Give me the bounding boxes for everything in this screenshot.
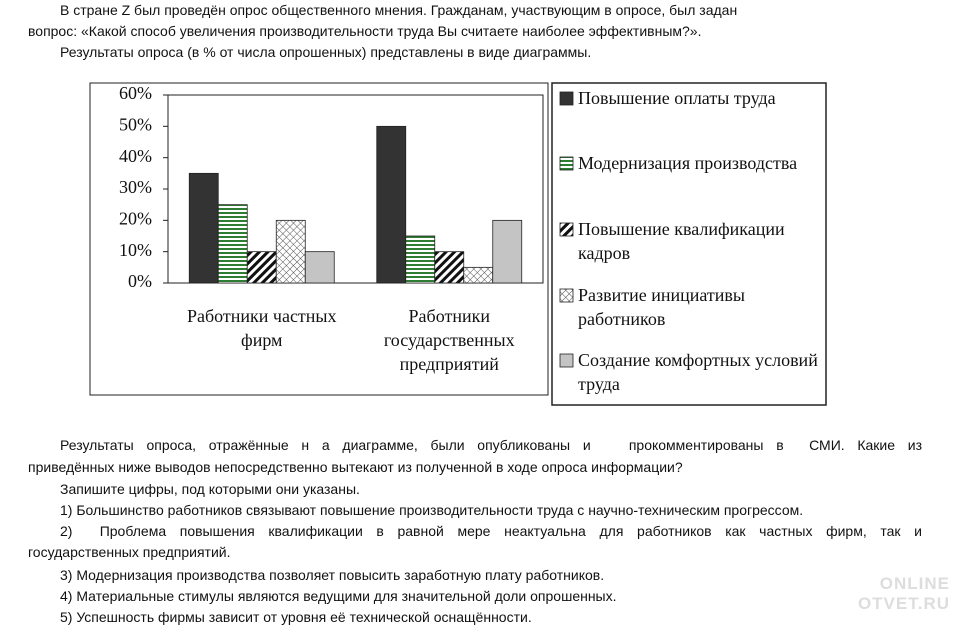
- text-line: 1) Большинство работников связывают повы…: [60, 502, 804, 518]
- bar: [217, 204, 248, 284]
- text-line: Результаты опроса (в % от числа опрошенн…: [60, 44, 592, 60]
- bar: [275, 219, 306, 284]
- y-tick-label: 40%: [119, 146, 152, 166]
- bar: [434, 251, 465, 284]
- legend-label: Развитие инициативы работников: [578, 285, 746, 329]
- legend-swatch: [559, 288, 574, 303]
- bar: [492, 219, 523, 284]
- text-line: 4) Материальные стимулы являются ведущим…: [60, 588, 617, 604]
- bar: [376, 125, 407, 284]
- text-line: В стране Z был проведён опрос общественн…: [60, 2, 738, 18]
- bar: [405, 235, 436, 284]
- text-line: Запишите цифры, под которыми они указаны…: [60, 481, 360, 497]
- bar: [304, 251, 335, 284]
- legend-box: [551, 82, 827, 406]
- legend-label: Модернизация производства: [578, 153, 798, 173]
- y-tick-label: 30%: [119, 177, 152, 197]
- text-line: приведённых ниже выводов непосредственно…: [28, 459, 683, 475]
- watermark: OTVET.RU: [857, 594, 950, 613]
- legend-swatch: [559, 353, 574, 368]
- legend-swatch: [559, 156, 574, 171]
- x-tick-label: Работники частных фирм: [186, 306, 337, 350]
- bar: [463, 266, 494, 284]
- legend-swatch: [559, 91, 574, 106]
- text-line: 3) Модернизация производства позволяет п…: [60, 567, 605, 583]
- text-line: 2) Проблема повышения квалификации в рав…: [60, 523, 922, 539]
- bar: [188, 172, 219, 284]
- y-tick-label: 20%: [119, 208, 152, 228]
- legend-label: Повышение оплаты труда: [578, 88, 776, 108]
- watermark: ONLINE: [879, 574, 950, 593]
- text-line: 5) Успешность фирмы зависит от уровня её…: [60, 609, 532, 625]
- legend-label: Создание комфортных условий труда: [578, 350, 818, 394]
- x-tick-label: Работники государственных предприятий: [383, 306, 515, 374]
- y-tick-label: 50%: [119, 114, 152, 134]
- legend-label: Повышение квалификации кадров: [578, 219, 785, 263]
- text-line: вопрос: «Какой способ увеличения произво…: [28, 23, 702, 39]
- text-line: Результаты опроса, отражённые н а диагра…: [60, 437, 922, 453]
- y-tick-label: 0%: [128, 271, 152, 291]
- legend-swatch: [559, 222, 574, 237]
- chart-frame: [89, 82, 549, 396]
- text-line: государственных предприятий.: [28, 544, 231, 560]
- bar: [246, 251, 277, 284]
- y-tick-label: 60%: [119, 83, 152, 103]
- y-tick-label: 10%: [119, 240, 152, 260]
